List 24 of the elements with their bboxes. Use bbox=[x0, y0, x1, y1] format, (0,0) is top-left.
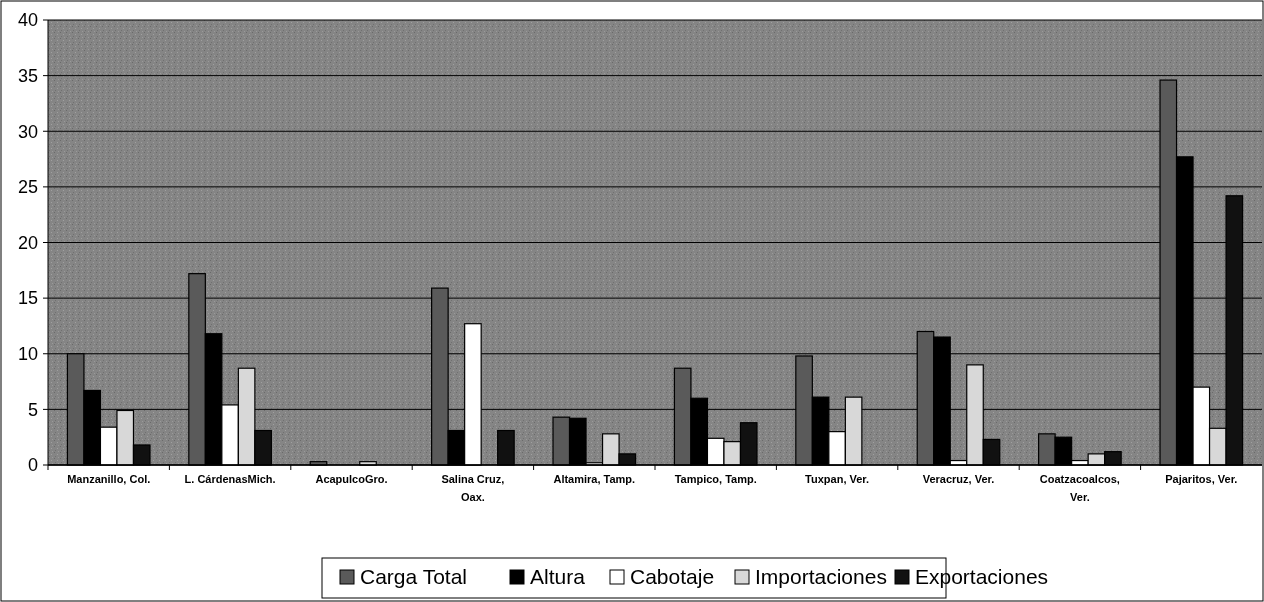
x-tick-label: Manzanillo, Col. bbox=[67, 473, 151, 485]
y-tick-label: 0 bbox=[27, 455, 38, 476]
y-tick-label: 10 bbox=[17, 344, 38, 365]
x-tick-label: Veracruz, Ver. bbox=[922, 473, 995, 485]
y-tick-label: 15 bbox=[17, 288, 38, 309]
legend-label: Importaciones bbox=[755, 565, 887, 588]
legend-label: Altura bbox=[530, 565, 586, 588]
x-tick-label: Coatzacoalcos, Ver. bbox=[1039, 473, 1120, 503]
x-tick-label: Salina Cruz, Oax. bbox=[441, 473, 505, 503]
x-tick-label: Altamira, Tamp. bbox=[553, 473, 636, 485]
y-tick-label: 25 bbox=[17, 177, 38, 198]
legend-label: Cabotaje bbox=[630, 565, 715, 588]
x-tick-label: Tuxpan, Ver. bbox=[805, 473, 870, 485]
legend-label: Exportaciones bbox=[915, 565, 1049, 588]
y-tick-label: 35 bbox=[17, 65, 38, 86]
x-tick-label: Pajaritos, Ver. bbox=[1165, 473, 1238, 485]
legend-label: Carga Total bbox=[360, 565, 468, 588]
y-tick-label: 5 bbox=[27, 399, 38, 420]
x-tick-label: L. CárdenasMich. bbox=[184, 473, 276, 485]
y-tick-label: 40 bbox=[17, 10, 38, 31]
x-tick-label: AcapulcoGro. bbox=[315, 473, 388, 485]
x-tick-label: Tampico, Tamp. bbox=[674, 473, 757, 485]
y-tick-label: 20 bbox=[17, 232, 38, 253]
y-tick-label: 30 bbox=[17, 121, 38, 142]
